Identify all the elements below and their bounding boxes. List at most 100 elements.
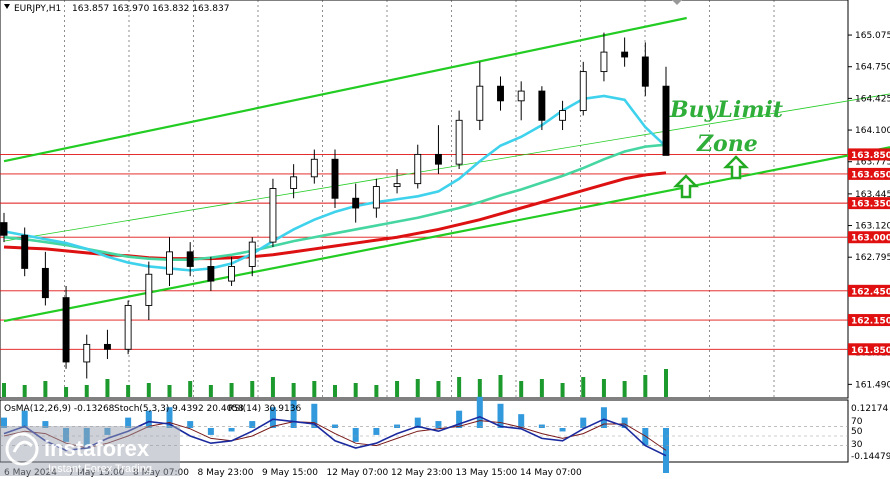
candle-body bbox=[559, 110, 567, 121]
osc-level-30: 30 bbox=[851, 440, 863, 450]
osma-bar bbox=[580, 417, 587, 428]
osma-bar bbox=[311, 403, 318, 428]
up-arrow-icon bbox=[722, 155, 750, 180]
volume-bar bbox=[208, 385, 213, 397]
osma-bar bbox=[290, 400, 297, 428]
oscillator-plot bbox=[0, 396, 848, 473]
volume-bar bbox=[2, 383, 6, 397]
candle-body bbox=[83, 343, 91, 363]
candle-body bbox=[248, 241, 256, 267]
volume-bar bbox=[64, 387, 69, 397]
candle-body bbox=[310, 158, 318, 178]
volume-bar bbox=[498, 375, 503, 397]
osma-bar bbox=[621, 417, 628, 428]
osma-bar bbox=[21, 410, 28, 428]
dropdown-triangle-icon[interactable] bbox=[4, 4, 10, 9]
volume-bar bbox=[436, 381, 441, 397]
volume-bar bbox=[581, 377, 586, 397]
annotation-buylimit: BuyLimit bbox=[669, 97, 783, 123]
instaforex-logo-icon bbox=[5, 432, 39, 466]
price-axis-tick-label: 163.445 bbox=[855, 190, 890, 200]
osma-bar bbox=[663, 428, 669, 473]
candlesticks bbox=[0, 32, 670, 379]
volume-bar bbox=[291, 383, 296, 397]
candle-body bbox=[331, 158, 339, 199]
oscillator-panel bbox=[0, 399, 849, 463]
volume-bar bbox=[167, 385, 172, 397]
osc-scale-bottom: -0.14479 bbox=[851, 452, 890, 462]
scroll-marker-icon[interactable] bbox=[672, 0, 682, 5]
price-level-badge bbox=[848, 167, 890, 180]
price-axis-tick-label: 164.425 bbox=[855, 94, 890, 104]
price-axis-tick-label: 163.775 bbox=[855, 158, 890, 168]
price-axis-tick-label: 164.750 bbox=[855, 63, 890, 73]
volume-bar bbox=[519, 381, 524, 397]
candle-body bbox=[434, 153, 442, 165]
osc-level-70: 70 bbox=[851, 417, 863, 427]
up-arrow-icon bbox=[672, 174, 700, 199]
price-level-label: 163.350 bbox=[851, 200, 890, 210]
osma-bar bbox=[228, 428, 235, 432]
candle-body bbox=[579, 71, 587, 112]
candle-body bbox=[269, 188, 277, 243]
volume-bar bbox=[601, 379, 606, 397]
rsi-header: RSI(14) 30.9136 bbox=[228, 404, 301, 414]
candle-body bbox=[497, 85, 504, 102]
osma-bar bbox=[249, 421, 256, 428]
osma-bar bbox=[187, 421, 194, 428]
candle-body bbox=[0, 222, 8, 236]
candle-body bbox=[166, 251, 173, 275]
watermark-brand: instaforex bbox=[44, 436, 150, 461]
volume-bar bbox=[126, 385, 131, 397]
price-axis-tick-label: 161.490 bbox=[855, 380, 890, 390]
candle-body bbox=[21, 234, 29, 269]
channel-lower-line bbox=[3, 146, 890, 323]
osma-bar bbox=[600, 407, 607, 428]
volume-bar bbox=[643, 375, 648, 397]
volume-bar bbox=[146, 383, 151, 397]
price-level-badge bbox=[848, 148, 890, 161]
volume-bar bbox=[664, 369, 668, 397]
osma-bar bbox=[456, 410, 463, 428]
osma-bar bbox=[269, 407, 276, 428]
price-level-label: 163.000 bbox=[851, 234, 890, 244]
annotation-zone: Zone bbox=[696, 131, 758, 157]
volume-bar bbox=[270, 377, 275, 397]
ma-fast-line bbox=[3, 94, 667, 272]
price-level-badge bbox=[848, 231, 890, 244]
time-axis-label: 8 May 23:00 bbox=[198, 468, 254, 478]
osma-bar bbox=[83, 428, 90, 449]
volume-bar bbox=[188, 381, 193, 397]
volume-bar bbox=[477, 379, 482, 397]
price-axis-tick-label: 163.120 bbox=[855, 222, 890, 232]
candle-body bbox=[517, 90, 525, 102]
osma-bar bbox=[414, 417, 421, 428]
volume-bar bbox=[622, 381, 627, 397]
osma-bar bbox=[207, 428, 214, 435]
time-axis-label: 14 May 07:00 bbox=[520, 468, 582, 478]
price-level-badge bbox=[848, 314, 890, 327]
osc-scale-top: 0.12174 bbox=[851, 404, 888, 414]
volume-bar bbox=[105, 379, 110, 397]
price-level-badge bbox=[848, 197, 890, 210]
osma-bar bbox=[352, 428, 359, 442]
osma-bar bbox=[559, 428, 566, 432]
volume-bar bbox=[395, 381, 400, 397]
osma-bar bbox=[166, 407, 173, 428]
volume-bar bbox=[312, 381, 317, 397]
osma-bar bbox=[63, 428, 70, 442]
volume-bar bbox=[457, 377, 462, 397]
volume-bar bbox=[353, 383, 358, 397]
price-axis-tick-label: 165.075 bbox=[855, 31, 890, 41]
osma-bar bbox=[1, 417, 7, 428]
price-level-label: 163.650 bbox=[851, 170, 890, 180]
candle-body bbox=[145, 273, 153, 306]
instaforex-logo-mark bbox=[12, 440, 34, 453]
candle-body bbox=[124, 304, 132, 350]
channel-mid-line bbox=[3, 93, 890, 242]
stoch-header: Stoch(5,3,3) 9.4392 20.4058 bbox=[114, 404, 244, 414]
trend-channel bbox=[3, 16, 890, 323]
price-level-badge bbox=[848, 284, 890, 297]
candle-body bbox=[186, 251, 194, 267]
